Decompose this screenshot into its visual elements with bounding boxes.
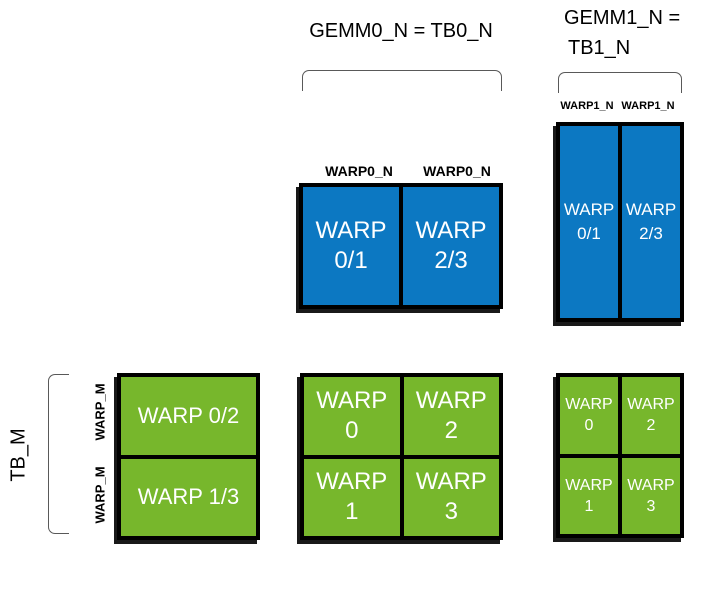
gemm0-warp-tile-block: WARP 0 WARP 2 WARP 1 WARP 3 xyxy=(300,373,503,540)
gemm1-warp-3-cell: WARP 3 xyxy=(622,457,680,534)
cell-text: 3 xyxy=(646,497,656,515)
cell-text: 0/1 xyxy=(334,247,368,274)
cell-text: WARP xyxy=(415,386,487,414)
cell-text: WARP xyxy=(315,217,387,244)
cell-text: WARP 1/3 xyxy=(137,484,240,510)
cell-text: 2/3 xyxy=(639,224,663,243)
tb-m-axis-label: TB_M xyxy=(7,428,30,482)
gemm0-warp-0-1-cell: WARP 0/1 xyxy=(303,187,399,305)
cell-text: 0 xyxy=(345,416,359,444)
warp1-n-tick-label-left: WARP1_N xyxy=(560,100,614,112)
cell-text: 1 xyxy=(345,498,359,526)
tb-m-bracket xyxy=(48,374,69,534)
gemm1-warp-tile-block: WARP 0 WARP 2 WARP 1 WARP 3 xyxy=(556,373,684,538)
cell-text: 2 xyxy=(444,416,458,444)
gemm0-warp-2-cell: WARP 2 xyxy=(403,377,499,455)
cell-text: 0/1 xyxy=(577,224,601,243)
warp-1-3-cell: WARP 1/3 xyxy=(121,458,256,536)
cell-text: 1 xyxy=(584,497,594,515)
cell-text: WARP xyxy=(316,386,388,414)
tb0-n-bracket xyxy=(302,70,502,91)
warp0-n-tick-label-left: WARP0_N xyxy=(325,163,393,179)
cell-text: WARP xyxy=(625,200,677,219)
tb1-n-bracket xyxy=(558,72,682,93)
threadblock-m-block: WARP 0/2 WARP 1/3 xyxy=(117,373,260,540)
gemm1-warp-0-1-cell: WARP 0/1 xyxy=(560,126,618,318)
cell-text: WARP xyxy=(415,468,487,496)
gemm1-n-title-line2: TB1_N xyxy=(568,37,631,59)
cell-text: WARP xyxy=(627,396,675,414)
cell-text: WARP xyxy=(316,468,388,496)
gemm0-warp-1-cell: WARP 1 xyxy=(304,458,400,536)
gemm1-accumulator-block: WARP 0/1 WARP 2/3 xyxy=(556,122,684,322)
warp-0-2-cell: WARP 0/2 xyxy=(121,377,256,455)
cell-text: WARP xyxy=(565,396,613,414)
gemm1-warp-2-cell: WARP 2 xyxy=(622,377,680,454)
gemm1-warp-1-cell: WARP 1 xyxy=(560,457,618,534)
gemm1-warp-2-3-cell: WARP 2/3 xyxy=(622,126,680,318)
cell-text: WARP xyxy=(627,476,675,494)
gemm1-n-title-line1: GEMM1_N = xyxy=(564,7,681,29)
gemm1-n-title: GEMM1_N = TB1_N xyxy=(564,3,724,63)
cell-text: WARP 0/2 xyxy=(137,402,240,428)
gemm0-n-title: GEMM0_N = TB0_N xyxy=(309,20,493,42)
warp-m-tick-label-top: WARP_M xyxy=(92,383,108,441)
cell-text: 2 xyxy=(646,417,656,435)
gemm0-warp-0-cell: WARP 0 xyxy=(304,377,400,455)
cell-text: 3 xyxy=(444,498,458,526)
cell-text: WARP xyxy=(565,476,613,494)
warp1-n-tick-label-right: WARP1_N xyxy=(621,100,675,112)
warp0-n-tick-label-right: WARP0_N xyxy=(423,163,491,179)
gemm0-warp-2-3-cell: WARP 2/3 xyxy=(403,187,499,305)
gemm0-warp-3-cell: WARP 3 xyxy=(403,458,499,536)
cell-text: WARP xyxy=(415,217,487,244)
cell-text: 0 xyxy=(584,417,594,435)
cell-text: WARP xyxy=(563,200,615,219)
gemm1-warp-0-cell: WARP 0 xyxy=(560,377,618,454)
cell-text: 2/3 xyxy=(434,247,468,274)
warp-m-tick-label-bottom: WARP_M xyxy=(92,466,108,524)
gemm0-accumulator-block: WARP 0/1 WARP 2/3 xyxy=(299,183,503,309)
